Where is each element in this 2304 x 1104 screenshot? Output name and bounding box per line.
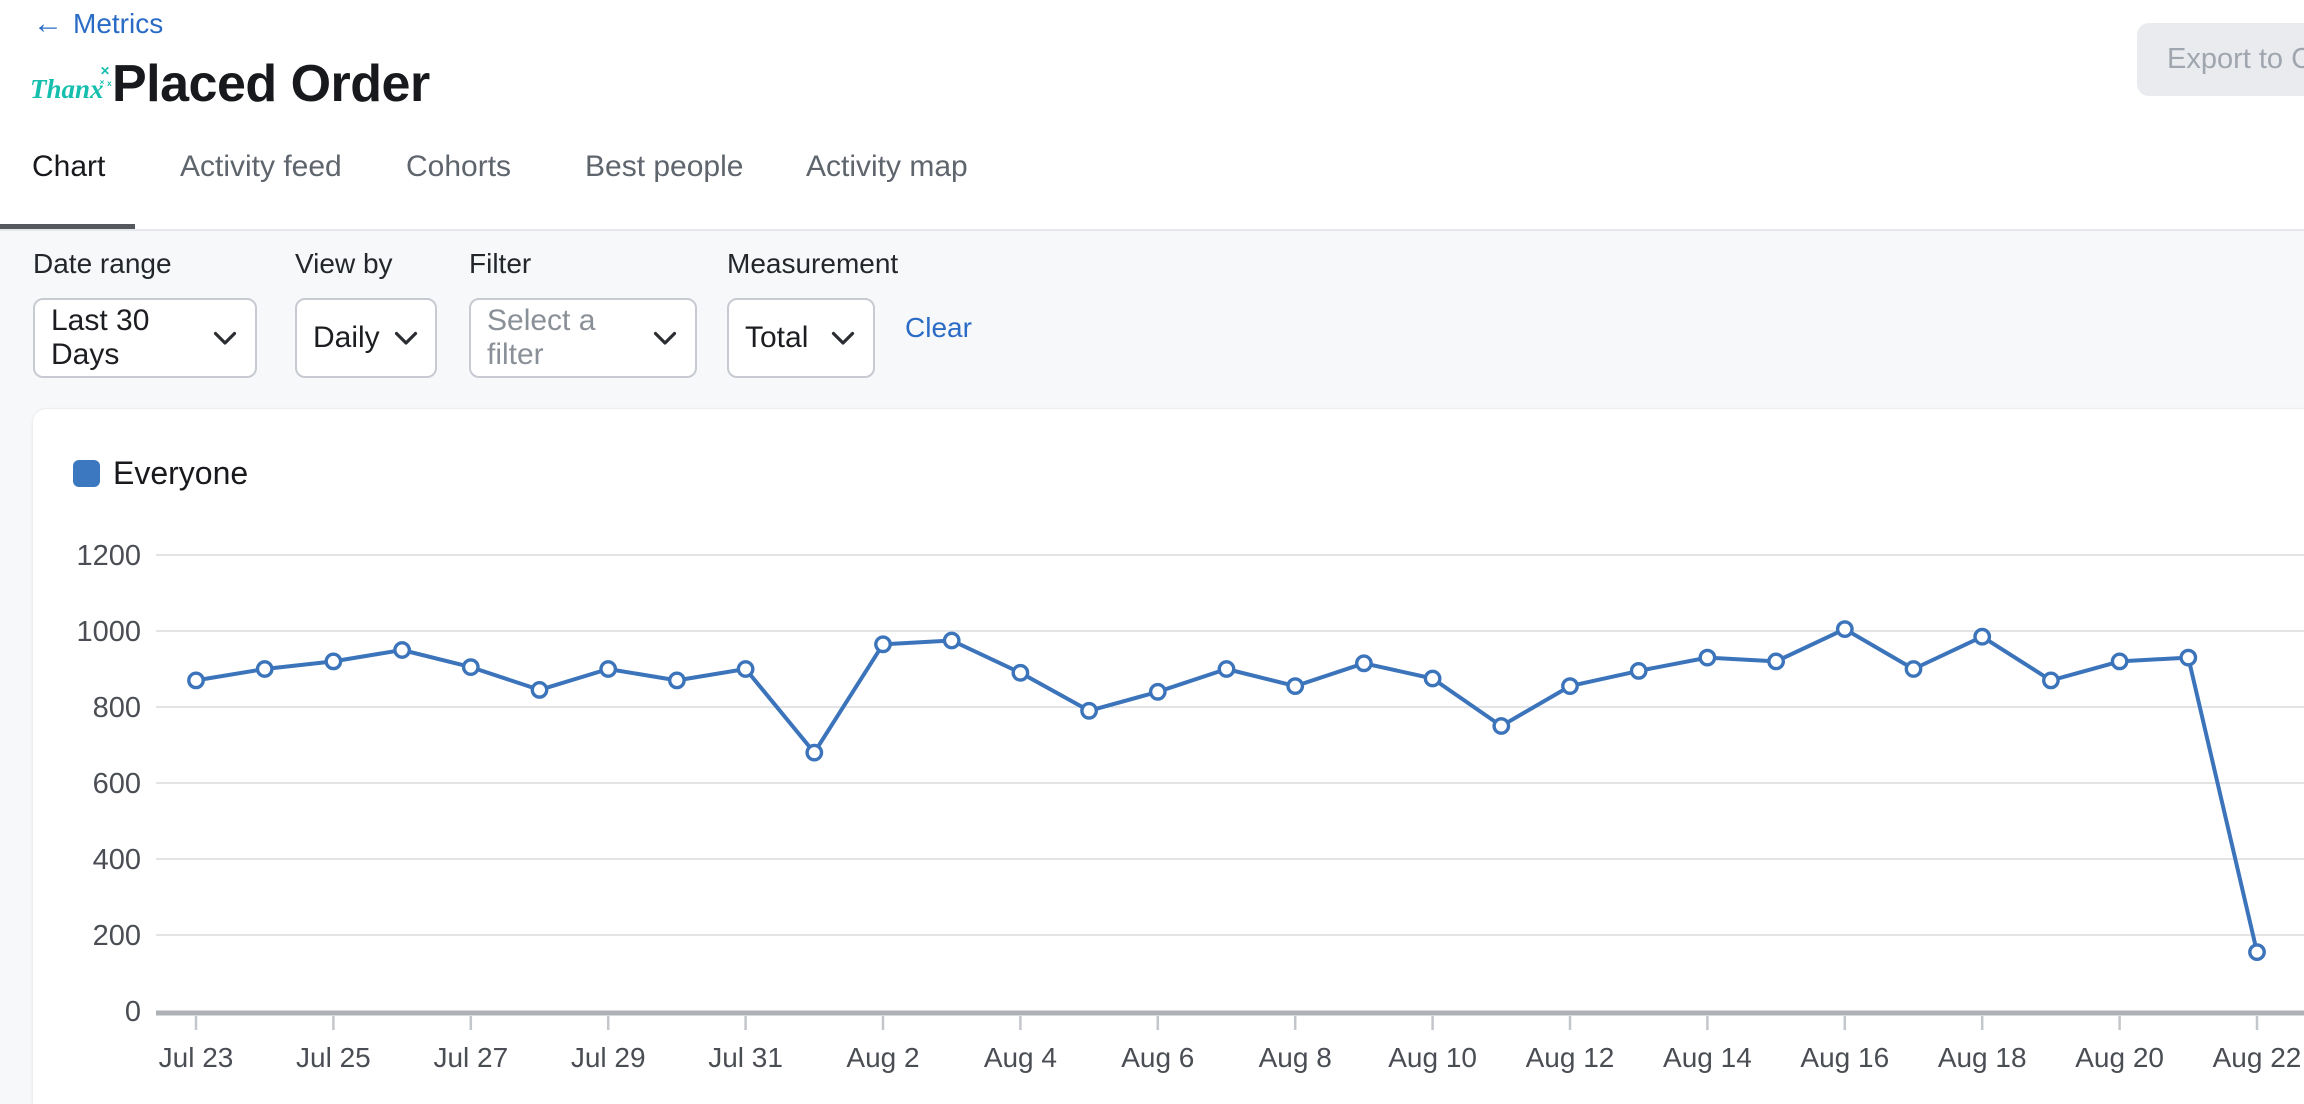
date-range-dropdown[interactable]: Last 30 Days xyxy=(33,298,257,378)
chart-point[interactable] xyxy=(874,635,892,654)
chart-point[interactable] xyxy=(668,671,686,690)
chart-point[interactable] xyxy=(1561,677,1579,695)
active-tab-indicator xyxy=(0,224,135,230)
chart-point[interactable] xyxy=(324,652,343,671)
filter-dropdown[interactable]: Select a filter xyxy=(469,298,697,378)
logo-sparkles-icon: ✕ ˟ ͯ xyxy=(100,64,113,92)
chart-y-tick-label: 800 xyxy=(93,692,141,724)
chart-point[interactable] xyxy=(1767,652,1786,671)
chart-point[interactable] xyxy=(393,641,411,659)
chart-point[interactable] xyxy=(1355,654,1373,673)
chart-x-tick-label: Aug 20 xyxy=(2075,1042,2164,1073)
chart-y-tick-label: 1200 xyxy=(76,540,141,572)
chart-x-tick-label: Aug 14 xyxy=(1663,1042,1752,1073)
chart-x-tick-label: Jul 23 xyxy=(159,1042,234,1073)
filter-label: Filter xyxy=(469,248,532,279)
chart-point[interactable] xyxy=(1904,660,1923,678)
chart-point[interactable] xyxy=(461,658,480,677)
chevron-down-icon xyxy=(653,331,677,345)
tab-cohorts[interactable]: Cohorts xyxy=(406,150,512,183)
back-link-label: Metrics xyxy=(73,8,164,39)
chevron-down-icon xyxy=(831,331,855,345)
chevron-down-icon xyxy=(213,331,237,345)
chart-x-tick-label: Jul 25 xyxy=(296,1042,371,1073)
chart-point[interactable] xyxy=(805,743,824,762)
chart-y-tick-label: 0 xyxy=(125,996,141,1028)
chart-point[interactable] xyxy=(1698,648,1717,667)
chart-point[interactable] xyxy=(1080,701,1099,720)
view-by-filter-group: View by Daily xyxy=(295,248,437,378)
date-range-value: Last 30 Days xyxy=(51,304,150,371)
tab-bar: Chart Activity feed Cohorts Best people … xyxy=(0,140,2304,230)
measurement-dropdown[interactable]: Total xyxy=(727,298,875,378)
chart-point[interactable] xyxy=(1011,663,1030,682)
tab-activity-feed[interactable]: Activity feed xyxy=(180,150,342,183)
back-to-metrics-link[interactable]: ← Metrics xyxy=(33,8,163,40)
chart-x-tick-label: Aug 18 xyxy=(1938,1042,2027,1073)
thanx-logo-text: Thanx xyxy=(30,74,104,104)
view-by-label: View by xyxy=(295,248,393,279)
date-range-filter-group: Date range Last 30 Days xyxy=(33,248,257,378)
chart-point[interactable] xyxy=(736,660,755,678)
page-title: Placed Order xyxy=(112,55,430,113)
tab-chart[interactable]: Chart xyxy=(32,150,106,183)
chart-x-tick-label: Jul 29 xyxy=(571,1042,646,1073)
chart-point[interactable] xyxy=(187,671,205,690)
date-range-label: Date range xyxy=(33,248,172,279)
tab-activity-map[interactable]: Activity map xyxy=(806,150,968,183)
chart-y-tick-label: 200 xyxy=(93,920,141,952)
chart-point[interactable] xyxy=(1835,620,1854,639)
chart-point[interactable] xyxy=(2042,671,2060,690)
chart-y-tick-label: 1000 xyxy=(76,616,141,648)
tab-best-people[interactable]: Best people xyxy=(585,150,744,183)
chart-point[interactable] xyxy=(530,680,549,699)
thanx-logo: Thanx ✕ ˟ ͯ xyxy=(30,64,110,105)
chevron-down-icon xyxy=(394,331,417,345)
chart-x-tick-label: Aug 16 xyxy=(1800,1042,1889,1073)
chart-y-tick-label: 400 xyxy=(93,844,141,876)
chart-x-tick-label: Aug 10 xyxy=(1388,1042,1477,1073)
view-by-dropdown[interactable]: Daily xyxy=(295,298,437,378)
chart-point[interactable] xyxy=(1148,682,1167,701)
filter-placeholder: Select a filter xyxy=(487,304,596,371)
chart-x-tick-label: Jul 27 xyxy=(433,1042,508,1073)
measurement-value: Total xyxy=(745,321,809,354)
chart-point[interactable] xyxy=(1423,669,1442,688)
chart-point[interactable] xyxy=(2248,943,2266,961)
chart-point[interactable] xyxy=(1973,627,1992,646)
legend-swatch xyxy=(73,460,100,487)
legend-label: Everyone xyxy=(113,455,249,491)
measurement-filter-group: Measurement Total xyxy=(727,248,898,378)
chart-point[interactable] xyxy=(1629,661,1648,680)
legend-item-everyone[interactable]: Everyone xyxy=(73,455,248,492)
chart-point[interactable] xyxy=(255,660,274,678)
chart-point[interactable] xyxy=(1492,717,1511,735)
chart-x-tick-label: Aug 2 xyxy=(846,1042,919,1073)
chart-x-tick-label: Aug 22 xyxy=(2213,1042,2302,1073)
chart-x-tick-label: Jul 31 xyxy=(708,1042,783,1073)
view-by-value: Daily xyxy=(313,321,380,354)
measurement-label: Measurement xyxy=(727,248,899,279)
back-arrow-icon: ← xyxy=(33,7,63,40)
chart-x-tick-label: Aug 8 xyxy=(1259,1042,1332,1073)
chart-point[interactable] xyxy=(2179,648,2198,667)
export-csv-button[interactable]: Export to CSV xyxy=(2137,23,2304,96)
chart-point[interactable] xyxy=(942,631,961,650)
clear-filters-link[interactable]: Clear xyxy=(905,312,972,343)
chart-x-tick-label: Aug 4 xyxy=(984,1042,1057,1073)
filter-filter-group: Filter Select a filter xyxy=(469,248,697,378)
chart-point[interactable] xyxy=(599,660,618,678)
chart-card: 0 200 400 600 800 1000 1200 Jul 23 Jul 25 Jul 27 J… xyxy=(32,408,2304,1104)
header-divider xyxy=(0,229,2304,231)
chart-svg: 0 200 400 600 800 1000 1200 Jul 23 Jul 25 Jul 27 J… xyxy=(76,540,2304,1073)
chart-point[interactable] xyxy=(2110,652,2129,671)
chart-point[interactable] xyxy=(1286,677,1305,695)
chart-y-tick-label: 600 xyxy=(93,768,141,800)
chart-x-tick-label: Aug 12 xyxy=(1526,1042,1615,1073)
chart-x-tick-label: Aug 6 xyxy=(1121,1042,1194,1073)
chart-point[interactable] xyxy=(1217,660,1236,678)
